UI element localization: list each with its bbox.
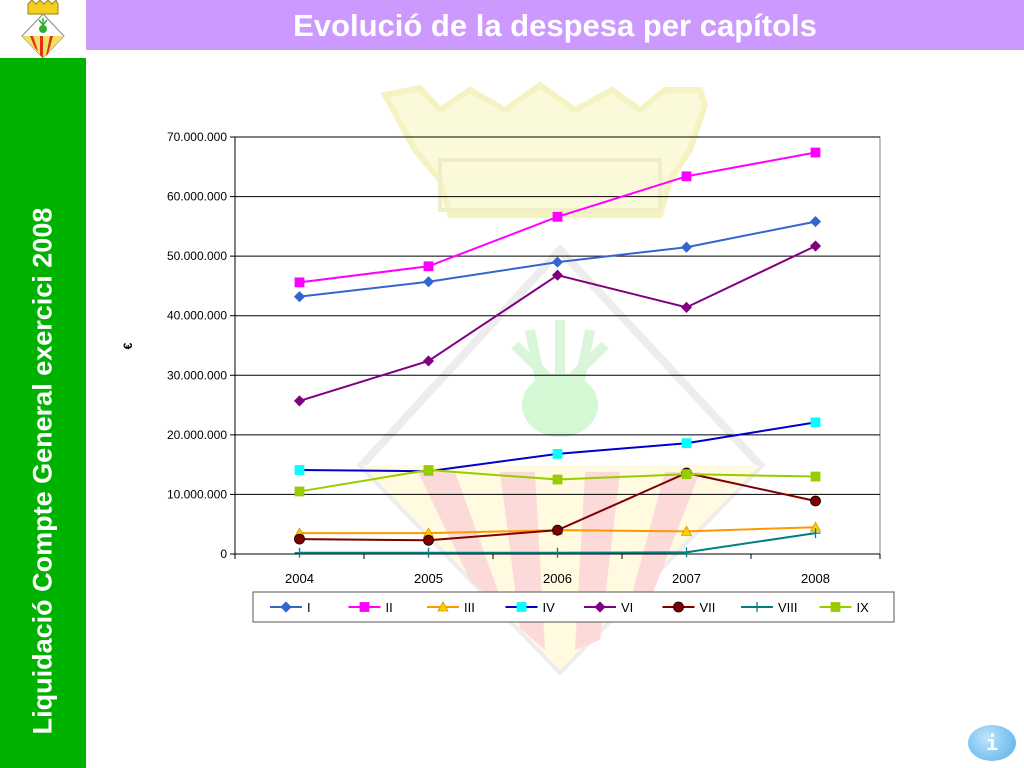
x-tick-label: 2007 <box>672 571 701 586</box>
legend-item-vii: VII <box>662 600 716 615</box>
data-point <box>294 277 305 288</box>
title-bar <box>86 0 1024 50</box>
data-point <box>294 486 305 497</box>
legend-label: II <box>386 600 393 615</box>
legend-label: I <box>307 600 311 615</box>
y-tick-label: 10.000.000 <box>167 487 227 501</box>
legend-item-ix: IX <box>819 600 870 615</box>
coat-of-arms-watermark <box>356 81 766 676</box>
series-i <box>293 216 822 303</box>
legend-label: IV <box>543 600 556 615</box>
data-point <box>680 301 693 313</box>
series-ii <box>294 147 821 288</box>
data-point <box>830 602 841 612</box>
data-point <box>423 465 434 475</box>
data-point <box>422 355 435 367</box>
legend-item-viii: VIII <box>741 600 798 615</box>
x-tick-label: 2008 <box>801 571 830 586</box>
data-point <box>437 601 449 612</box>
legend-item-vi: VI <box>584 600 633 615</box>
data-point <box>810 471 821 482</box>
data-point <box>752 602 762 612</box>
y-tick-label: 20.000.000 <box>167 428 227 442</box>
data-point <box>551 269 564 281</box>
data-point <box>552 524 563 536</box>
data-point <box>681 438 692 449</box>
data-point <box>680 241 693 253</box>
x-tick-label: 2005 <box>414 571 443 586</box>
sidebar: Liquidació Compte General exercici 2008 <box>0 58 86 768</box>
y-tick-label: 70.000.000 <box>167 130 227 144</box>
data-point <box>809 240 822 252</box>
data-point <box>293 395 306 407</box>
legend-item-iii: III <box>427 600 475 615</box>
data-point <box>294 533 305 545</box>
legend-item-iv: IV <box>505 600 556 615</box>
legend-label: VI <box>621 600 633 615</box>
data-point <box>680 525 693 536</box>
data-point <box>681 469 692 480</box>
data-point <box>810 147 821 158</box>
legend-label: VIII <box>778 600 798 615</box>
legend-items: I II III IV VI VII VIII IX <box>270 600 869 615</box>
data-point <box>423 534 434 546</box>
data-point <box>422 276 435 288</box>
data-point <box>293 291 306 303</box>
y-tick-label: 50.000.000 <box>167 249 227 263</box>
data-point <box>594 601 606 613</box>
data-point <box>681 171 692 182</box>
data-point <box>810 417 821 428</box>
data-point <box>551 256 564 268</box>
data-point <box>552 211 563 222</box>
y-tick-label: 60.000.000 <box>167 190 227 204</box>
y-axis-label: € <box>121 342 135 349</box>
data-point <box>423 261 434 272</box>
legend-item-i: I <box>270 600 311 615</box>
info-button[interactable]: i <box>968 725 1016 761</box>
data-point <box>809 216 822 228</box>
data-point <box>552 449 563 459</box>
x-tick-label: 2006 <box>543 571 572 586</box>
data-point <box>673 601 684 613</box>
series-ix <box>294 465 821 497</box>
series-viii <box>294 528 821 558</box>
data-point <box>280 601 292 613</box>
data-point <box>516 602 527 612</box>
data-point <box>359 602 370 612</box>
data-point <box>552 547 563 558</box>
x-tick-label: 2004 <box>285 571 314 586</box>
data-point <box>294 465 305 475</box>
data-point <box>294 547 305 558</box>
page-title: Evolució de la despesa per capítols <box>293 8 817 43</box>
gridlines <box>235 136 880 495</box>
data-point <box>810 495 821 507</box>
data-point <box>552 474 563 485</box>
data-point <box>810 528 821 539</box>
legend-item-ii: II <box>348 600 393 615</box>
y-tick-label: 40.000.000 <box>167 309 227 323</box>
data-point <box>681 547 692 558</box>
y-tick-label: 0 <box>220 547 227 561</box>
series-vi <box>293 240 822 407</box>
legend-label: VII <box>700 600 716 615</box>
y-axis: 0 10.000.000 20.000.000 30.000.000 40.000.00… <box>167 130 236 561</box>
series-lines <box>293 147 822 558</box>
y-tick-label: 30.000.000 <box>167 368 227 382</box>
legend-label: III <box>464 600 475 615</box>
data-point <box>423 547 434 558</box>
legend-label: IX <box>857 600 870 615</box>
